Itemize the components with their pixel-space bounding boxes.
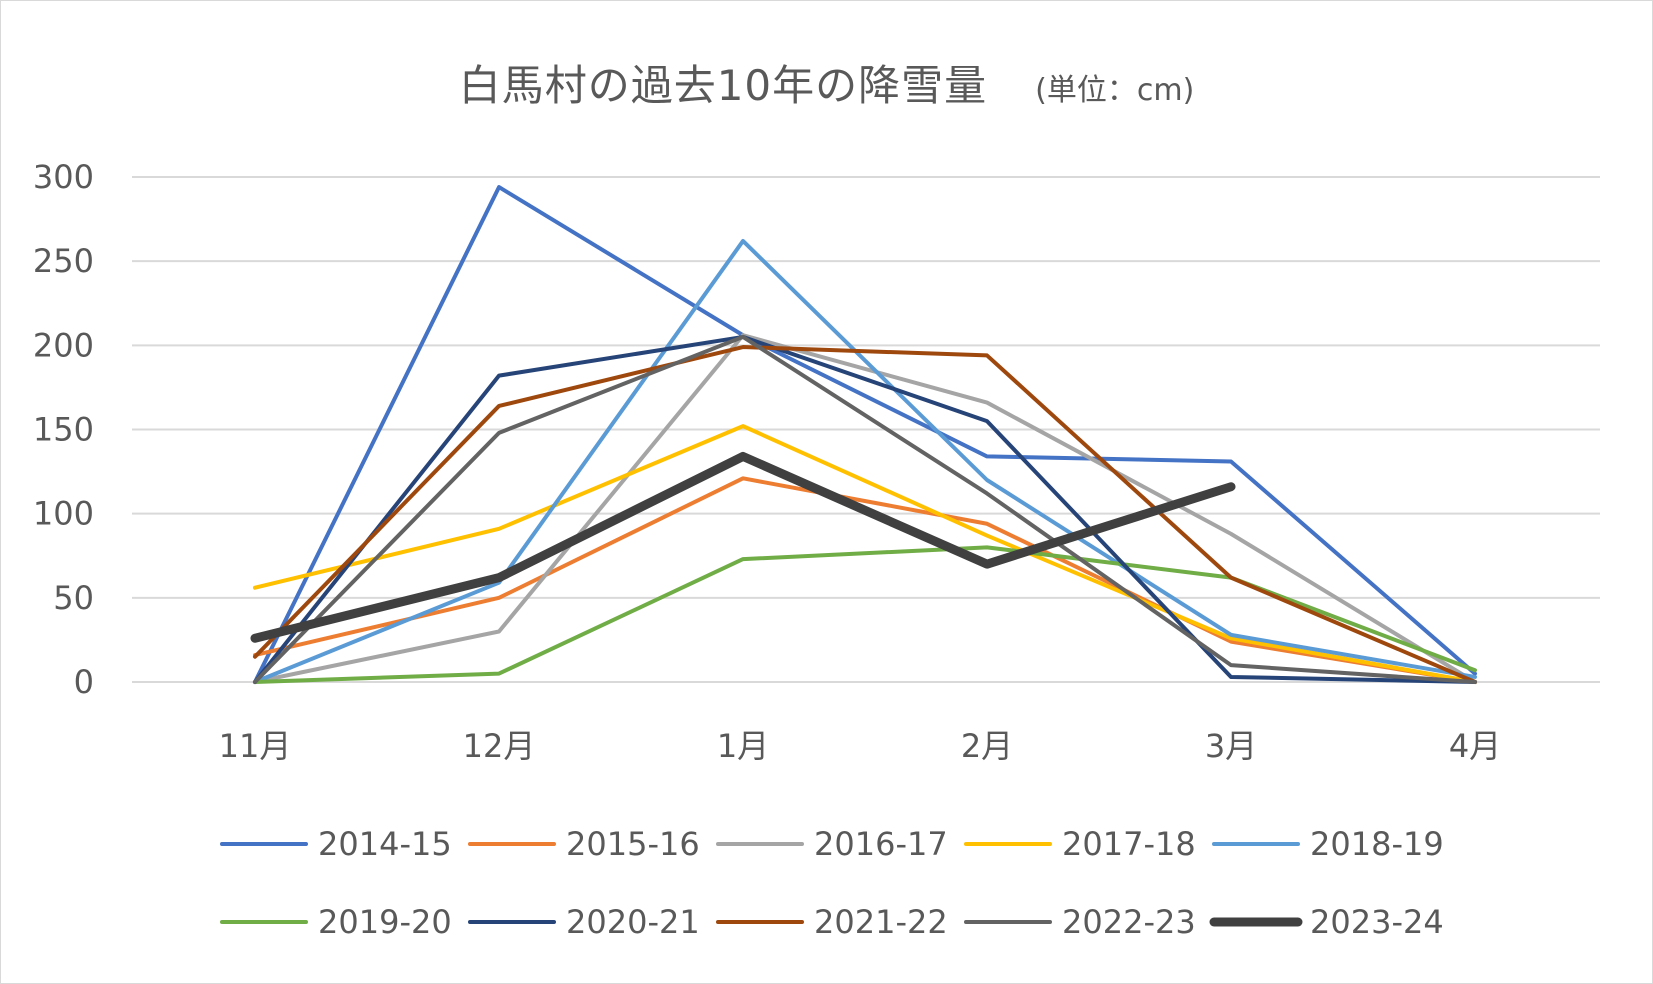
legend-label: 2019-20 (318, 903, 452, 941)
x-tick-label: 2月 (961, 727, 1013, 765)
legend-item-2018-19: 2018-19 (1212, 825, 1444, 863)
y-axis-ticks: 0 50 100 150 200 250 300 (33, 158, 94, 701)
y-tick-label: 150 (33, 411, 94, 449)
series-lines (250, 185, 1477, 684)
legend-item-2020-21: 2020-21 (468, 903, 700, 941)
y-tick-label: 200 (33, 326, 94, 364)
x-tick-label: 3月 (1205, 727, 1257, 765)
y-tick-label: 50 (53, 579, 94, 617)
legend-item-2022-23: 2022-23 (964, 903, 1196, 941)
x-tick-label: 12月 (463, 727, 536, 765)
series-line-2014-15 (253, 185, 1477, 684)
x-tick-label: 11月 (219, 727, 292, 765)
legend-item-2019-20: 2019-20 (220, 903, 452, 941)
series-line-2016-17 (253, 333, 1477, 684)
y-tick-label: 300 (33, 158, 94, 196)
legend-item-2016-17: 2016-17 (716, 825, 948, 863)
series-line-2023-24 (250, 451, 1236, 643)
gridlines (132, 176, 1600, 683)
x-tick-label: 4月 (1449, 727, 1501, 765)
series-line-2019-20 (253, 545, 1477, 684)
y-tick-label: 250 (33, 242, 94, 280)
legend-item-2023-24: 2023-24 (1209, 903, 1444, 941)
legend-label: 2017-18 (1062, 825, 1196, 863)
legend-label: 2015-16 (566, 825, 700, 863)
legend-item-2014-15: 2014-15 (220, 825, 452, 863)
legend-label: 2023-24 (1310, 903, 1444, 941)
legend-label: 2020-21 (566, 903, 700, 941)
legend-label: 2014-15 (318, 825, 452, 863)
legend-label: 2018-19 (1310, 825, 1444, 863)
legend-label: 2016-17 (814, 825, 948, 863)
y-tick-label: 0 (74, 663, 94, 701)
series-line-2021-22 (253, 345, 1477, 684)
legend: 2014-15 2015-16 2016-17 2017-18 2018-19 2019-… (220, 825, 1444, 941)
series-line-2018-19 (253, 238, 1477, 684)
legend-item-2017-18: 2017-18 (964, 825, 1196, 863)
chart-title-block: 白馬村の過去10年の降雪量 (単位：cm) (0, 52, 1653, 113)
series-line-2020-21 (253, 334, 1477, 684)
legend-item-2021-22: 2021-22 (716, 903, 948, 941)
chart-unit-note: (単位：cm) (1035, 73, 1195, 108)
series-line-2015-16 (253, 476, 1477, 684)
x-tick-label: 1月 (717, 727, 769, 765)
legend-label: 2022-23 (1062, 903, 1196, 941)
chart-title: 白馬村の過去10年の降雪量 (458, 61, 988, 110)
x-axis-ticks: 11月 12月 1月 2月 3月 4月 (219, 727, 1502, 765)
series-line-2017-18 (253, 424, 1477, 684)
legend-item-2015-16: 2015-16 (468, 825, 700, 863)
legend-label: 2021-22 (814, 903, 948, 941)
series-line-2022-23 (253, 334, 1477, 684)
y-tick-label: 100 (33, 495, 94, 533)
